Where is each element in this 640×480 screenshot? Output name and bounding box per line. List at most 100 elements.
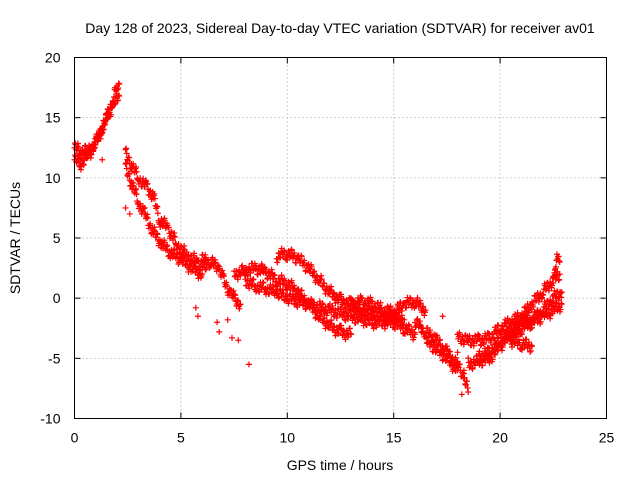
data-point xyxy=(101,121,108,128)
data-point xyxy=(288,277,295,284)
data-point xyxy=(401,330,408,337)
data-point xyxy=(318,276,325,283)
data-point xyxy=(406,294,413,301)
data-point xyxy=(260,279,267,286)
data-point xyxy=(453,360,460,367)
data-point xyxy=(212,259,219,266)
data-point xyxy=(368,315,375,322)
data-point xyxy=(427,327,434,334)
data-point xyxy=(475,331,482,338)
data-point xyxy=(469,366,476,373)
data-point xyxy=(548,302,555,309)
data-point xyxy=(406,323,413,330)
data-point xyxy=(250,276,257,283)
data-point xyxy=(298,287,305,294)
data-point xyxy=(98,131,105,138)
data-point xyxy=(540,310,547,317)
data-point xyxy=(513,332,520,339)
data-point xyxy=(151,224,158,231)
data-point xyxy=(219,267,226,274)
data-point xyxy=(191,250,198,257)
data-point xyxy=(425,334,432,341)
data-point xyxy=(417,300,424,307)
data-point xyxy=(263,266,270,273)
data-point xyxy=(192,304,199,311)
data-point xyxy=(165,224,172,231)
data-point xyxy=(399,324,406,331)
data-point xyxy=(279,286,286,293)
data-point xyxy=(506,324,513,331)
data-point xyxy=(435,342,442,349)
data-point xyxy=(420,303,427,310)
data-point xyxy=(154,210,161,217)
x-tick-label: 10 xyxy=(280,430,296,446)
series-track-e xyxy=(199,251,244,312)
data-point xyxy=(163,243,170,250)
series-track-d xyxy=(122,160,206,282)
data-point xyxy=(194,313,201,320)
data-point xyxy=(239,262,246,269)
data-point xyxy=(235,337,242,344)
data-point xyxy=(411,331,418,338)
data-point xyxy=(318,304,325,311)
data-point xyxy=(480,355,487,362)
data-point xyxy=(530,303,537,310)
data-point xyxy=(539,291,546,298)
data-point xyxy=(161,215,168,222)
y-tick-label: -10 xyxy=(40,411,60,427)
data-point xyxy=(437,336,444,343)
data-point xyxy=(425,333,432,340)
data-point xyxy=(176,259,183,266)
data-point xyxy=(318,272,325,279)
data-point xyxy=(245,361,252,368)
data-point xyxy=(151,195,158,202)
data-point xyxy=(448,357,455,364)
data-point xyxy=(199,271,206,278)
data-point xyxy=(122,204,129,211)
data-point xyxy=(196,267,203,274)
x-tick-label: 0 xyxy=(71,430,79,446)
y-tick-label: 10 xyxy=(45,170,61,186)
data-point xyxy=(247,269,254,276)
data-point xyxy=(288,246,295,253)
data-point xyxy=(335,297,342,304)
x-tick-label: 5 xyxy=(177,430,185,446)
data-point xyxy=(291,249,298,256)
data-point xyxy=(465,389,472,396)
data-point xyxy=(557,290,564,297)
data-point xyxy=(458,391,465,398)
data-point xyxy=(142,177,149,184)
data-point xyxy=(558,294,565,301)
data-point xyxy=(529,324,536,331)
data-point xyxy=(328,283,335,290)
data-point xyxy=(232,292,239,299)
data-point xyxy=(133,168,140,175)
data-point xyxy=(498,347,505,354)
data-point xyxy=(171,233,178,240)
data-point xyxy=(308,295,315,302)
data-point xyxy=(527,347,534,354)
data-point xyxy=(301,257,308,264)
data-point xyxy=(219,272,226,279)
data-point xyxy=(367,294,374,301)
data-point xyxy=(154,231,161,238)
data-point xyxy=(368,297,375,304)
data-point xyxy=(100,126,107,133)
data-point xyxy=(512,334,519,341)
data-point xyxy=(358,313,365,320)
data-point xyxy=(516,325,523,332)
data-point xyxy=(338,304,345,311)
data-point xyxy=(527,348,534,355)
data-point xyxy=(525,339,532,346)
data-point xyxy=(288,247,295,254)
data-point xyxy=(497,343,504,350)
data-point xyxy=(211,260,218,267)
data-point xyxy=(90,145,97,152)
series-track-i xyxy=(348,292,429,321)
data-point xyxy=(308,263,315,270)
data-point xyxy=(204,257,211,264)
data-point xyxy=(463,378,470,385)
data-point xyxy=(97,132,104,139)
data-point xyxy=(94,138,101,145)
data-point xyxy=(359,312,366,319)
